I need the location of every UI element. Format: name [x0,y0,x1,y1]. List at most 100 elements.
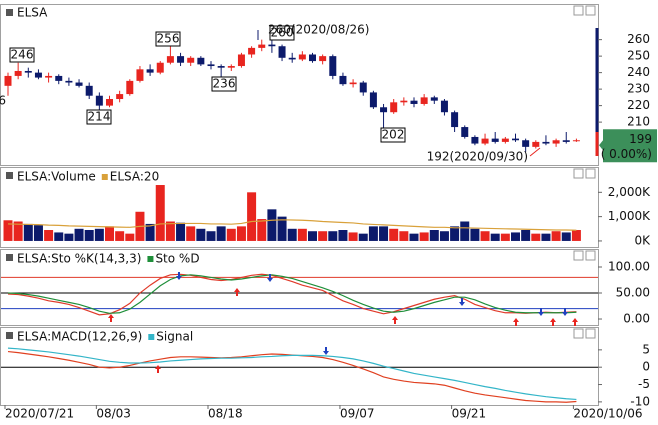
candle-body [451,112,459,128]
volume-bar [439,231,449,241]
volume-bar [105,226,114,241]
signal-arrow [459,298,465,306]
candle-body [258,44,266,48]
candle-body [146,69,154,73]
volume-bar [125,233,135,241]
window-buttons[interactable] [573,5,596,339]
volume-bar [64,233,74,241]
candle-body [75,82,83,86]
legend-swatch [101,174,108,180]
volume-bar [297,228,307,241]
candle-body [461,127,469,137]
legend-swatch [148,334,155,340]
candle-body [339,75,347,85]
y-tick-label: 5 [642,342,650,356]
annotation-box [9,47,35,63]
volume-bar [368,226,378,241]
legend-swatch [147,256,154,262]
candle-body [471,136,479,144]
volume-bar [13,221,23,241]
volume-bar [460,221,470,241]
candle-body [126,80,134,95]
volume-bar [236,226,246,241]
candle-body [227,66,235,68]
candle-body [166,56,174,63]
volume-bar [267,209,277,241]
volume-bar [3,220,13,241]
volume-bar [480,231,490,241]
volume-bar [500,233,510,241]
candle-body [187,57,195,63]
annotation: 6 [0,94,6,108]
y-tick-label: -10 [630,394,650,408]
volume-bar [226,228,236,241]
volume-bar [44,230,54,241]
series-line [7,273,577,316]
signal-arrow [562,308,568,316]
volume-bar [429,230,439,241]
volume-bar [490,233,500,241]
candle-body [237,54,245,67]
annotation-box [155,31,181,47]
signal-arrow [550,318,556,326]
signal-arrow [513,318,519,326]
y-tick-label: 260 [627,32,650,46]
candle-body [319,56,327,62]
volume-bar [23,223,33,241]
volume-bar [257,219,267,241]
annotation-box [269,25,295,41]
price-panel [0,4,599,166]
x-tick-label: 2020/10/06 [573,407,642,421]
annotation-box [211,76,237,92]
candle-body [532,141,540,147]
volume-bar [287,228,297,241]
volume-bar [389,228,399,241]
volume-bar [33,225,43,241]
candle-body [542,141,550,144]
annotation-box [380,127,406,143]
volume-bar [409,233,419,241]
candle-body [369,92,377,108]
volume-bar [328,231,338,241]
y-tick-label: 210 [627,115,650,129]
stochastic-panel [0,249,599,326]
volume-bar [74,228,84,241]
candle-body [95,95,103,106]
y-tick-label: 0K [634,233,651,247]
y-tick-label: 250 [627,49,650,63]
candle-body [562,140,570,142]
annotation: 202 [382,128,405,142]
candle-body [380,107,388,113]
candle-body [481,138,489,144]
volume-bar [561,232,571,241]
annotation: 260 [271,26,294,40]
annotation-box [86,109,112,125]
volume-bar [216,226,226,241]
volume-bar [155,185,165,241]
candle-body [55,75,63,81]
annotation: 246 [11,48,34,62]
y-tick-label: -5 [638,377,650,391]
volume-bar [358,233,368,241]
x-tick-label: 08/03 [96,407,131,421]
signal-arrow [538,308,544,316]
volume-bar [338,230,348,241]
volume-bar [541,233,551,241]
y-tick-label: 2,000K [608,185,651,199]
candle-body [410,100,418,104]
candle-body [420,97,428,104]
last-price-box [603,129,657,163]
x-tick-label: 08/18 [208,407,243,421]
candle-body [329,56,337,76]
series-line [7,219,577,231]
candle-body [248,47,256,55]
candle-body [116,94,124,100]
candle-body [491,138,499,142]
candle-body [34,72,42,78]
candle-body [400,100,408,103]
volume-bar [247,192,257,241]
candle-body [4,75,12,86]
signal-arrow [155,365,161,373]
candle-body [136,69,144,81]
